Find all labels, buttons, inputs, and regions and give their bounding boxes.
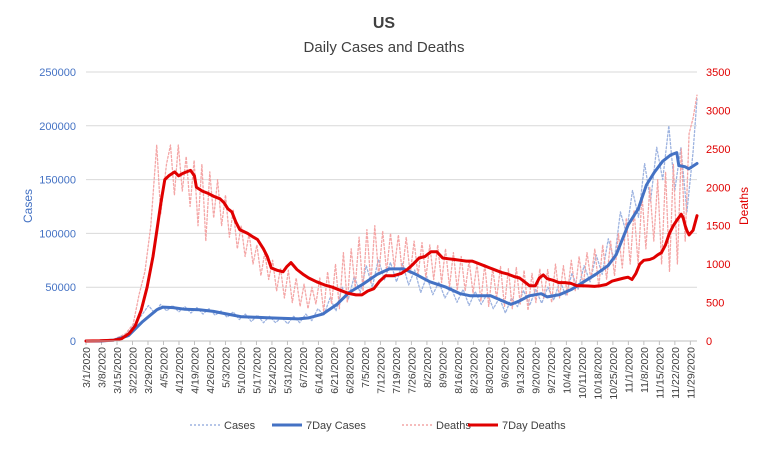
y-axis-left-ticks: 0 50000 100000 150000 200000 250000 xyxy=(39,67,76,348)
x-tick-label: 10/11/2020 xyxy=(577,347,589,399)
legend-label: Deaths xyxy=(436,420,471,432)
x-tick-label: 10/18/2020 xyxy=(592,347,604,400)
x-tick-label: 4/26/2020 xyxy=(205,347,217,394)
y-right-tick-label: 2000 xyxy=(706,182,730,194)
x-tick-label: 5/10/2020 xyxy=(236,347,248,394)
legend-label: Cases xyxy=(224,420,256,432)
y-left-tick-label: 100000 xyxy=(39,228,76,240)
y-axis-right-label: Deaths xyxy=(737,187,751,225)
x-tick-label: 6/28/2020 xyxy=(344,347,356,394)
y-right-tick-label: 500 xyxy=(706,298,724,310)
x-tick-label: 7/19/2020 xyxy=(391,347,403,394)
y-axis-right-ticks: 0 500 1000 1500 2000 2500 3000 3500 xyxy=(706,67,730,348)
x-tick-label: 11/8/2020 xyxy=(639,347,651,393)
x-tick-label: 8/23/2020 xyxy=(468,347,480,394)
x-tick-label: 8/9/2020 xyxy=(437,347,449,388)
series-line-deaths xyxy=(85,94,698,342)
y-left-tick-label: 0 xyxy=(70,336,76,348)
x-tick-label: 9/20/2020 xyxy=(530,347,542,394)
x-tick-label: 11/29/2020 xyxy=(685,347,697,399)
x-tick-label: 9/27/2020 xyxy=(546,347,558,394)
x-tick-label: 8/2/2020 xyxy=(422,347,434,388)
y-left-tick-label: 50000 xyxy=(45,282,76,294)
series-line-cases xyxy=(85,98,698,342)
y-right-tick-label: 2500 xyxy=(706,144,730,156)
y-right-tick-label: 1500 xyxy=(706,221,730,233)
x-tick-label: 11/22/2020 xyxy=(670,347,682,399)
x-axis-ticks: 3/1/2020 3/8/2020 3/15/2020 3/22/2020 3/29/2… xyxy=(81,341,697,400)
y-left-tick-label: 250000 xyxy=(39,67,76,79)
x-tick-label: 3/15/2020 xyxy=(112,347,124,394)
x-tick-label: 4/5/2020 xyxy=(158,347,170,388)
x-tick-label: 7/5/2020 xyxy=(360,347,372,388)
x-tick-label: 3/8/2020 xyxy=(96,347,108,388)
y-axis-left-label: Cases xyxy=(21,189,35,223)
x-tick-label: 5/17/2020 xyxy=(251,347,263,394)
x-tick-label: 6/21/2020 xyxy=(329,347,341,394)
x-tick-label: 4/12/2020 xyxy=(174,347,186,394)
x-tick-label: 5/3/2020 xyxy=(220,347,232,388)
x-tick-label: 7/26/2020 xyxy=(406,347,418,394)
x-tick-label: 3/29/2020 xyxy=(143,347,155,394)
series-line-7day-deaths xyxy=(84,168,699,343)
x-tick-label: 6/14/2020 xyxy=(313,347,325,394)
legend: Cases 7Day Cases Deaths 7Day Deaths xyxy=(190,420,566,432)
x-tick-label: 9/6/2020 xyxy=(499,347,511,388)
x-tick-label: 6/7/2020 xyxy=(298,347,310,388)
chart-subtitle: Daily Cases and Deaths xyxy=(304,39,465,56)
x-tick-label: 9/13/2020 xyxy=(515,347,527,394)
x-tick-label: 11/15/2020 xyxy=(654,347,666,399)
x-tick-label: 8/16/2020 xyxy=(453,347,465,394)
x-tick-label: 5/31/2020 xyxy=(282,347,294,394)
x-tick-label: 3/1/2020 xyxy=(81,347,93,388)
x-tick-label: 10/4/2020 xyxy=(561,347,573,394)
x-tick-label: 11/1/2020 xyxy=(623,347,635,393)
x-tick-label: 5/24/2020 xyxy=(267,347,279,394)
chart-title: US xyxy=(373,15,396,32)
legend-label: 7Day Cases xyxy=(306,420,366,432)
x-tick-label: 3/22/2020 xyxy=(127,347,139,394)
series-group xyxy=(84,94,699,343)
y-right-tick-label: 0 xyxy=(706,336,712,348)
y-left-tick-label: 150000 xyxy=(39,175,76,187)
series-line-7day-cases xyxy=(84,151,699,343)
x-tick-label: 10/25/2020 xyxy=(608,347,620,400)
x-tick-label: 8/30/2020 xyxy=(484,347,496,394)
legend-label: 7Day Deaths xyxy=(502,420,566,432)
y-right-tick-label: 3500 xyxy=(706,67,730,79)
y-right-tick-label: 3000 xyxy=(706,105,730,117)
x-tick-label: 4/19/2020 xyxy=(189,347,201,394)
y-left-tick-label: 200000 xyxy=(39,121,76,133)
x-tick-label: 7/12/2020 xyxy=(375,347,387,394)
y-right-tick-label: 1000 xyxy=(706,259,730,271)
